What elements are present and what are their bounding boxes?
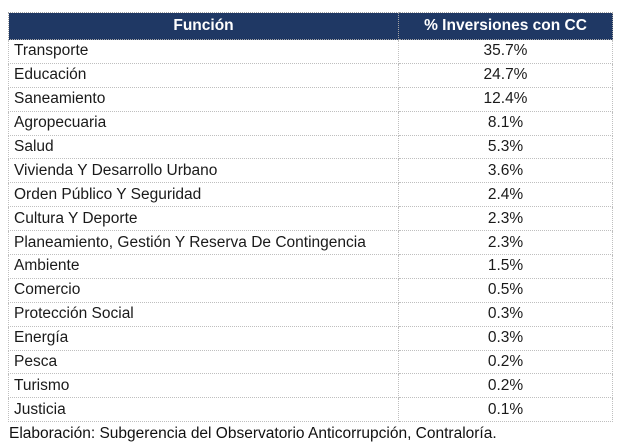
funcion-cell: Salud (8, 134, 399, 160)
pct-cell: 0.2% (398, 349, 613, 375)
table-row: Protección Social 0.3% (8, 301, 613, 327)
funcion-cell: Planeamiento, Gestión Y Reserva De Conti… (8, 230, 399, 256)
funcion-cell: Protección Social (8, 301, 399, 327)
pct-cell: 8.1% (398, 110, 613, 136)
funcion-cell: Turismo (8, 373, 399, 399)
pct-cell: 3.6% (398, 158, 613, 184)
pct-cell: 24.7% (398, 62, 613, 88)
funcion-cell: Energía (8, 325, 399, 351)
pct-cell: 5.3% (398, 134, 613, 160)
column-header-funcion: Función (8, 12, 399, 40)
funcion-cell: Vivienda Y Desarrollo Urbano (8, 158, 399, 184)
table-row: Transporte 35.7% (8, 39, 613, 64)
table-row: Educación 24.7% (8, 62, 613, 88)
column-header-pct-inversiones: % Inversiones con CC (398, 12, 613, 40)
funcion-cell: Comercio (8, 277, 399, 303)
table-row: Energía 0.3% (8, 325, 613, 351)
pct-cell: 0.2% (398, 373, 613, 399)
pct-cell: 0.5% (398, 277, 613, 303)
funcion-cell: Saneamiento (8, 86, 399, 112)
pct-cell: 0.3% (398, 301, 613, 327)
table-row: Comercio 0.5% (8, 277, 613, 303)
funcion-cell: Pesca (8, 349, 399, 375)
table-row: Ambiente 1.5% (8, 254, 613, 279)
pct-cell: 2.4% (398, 182, 613, 208)
pct-cell: 0.3% (398, 325, 613, 351)
pct-cell: 1.5% (398, 254, 613, 279)
table-row: Agropecuaria 8.1% (8, 110, 613, 136)
table-row: Pesca 0.2% (8, 349, 613, 375)
pct-cell: 2.3% (398, 206, 613, 232)
funcion-cell: Transporte (8, 39, 399, 64)
source-attribution: Elaboración: Subgerencia del Observatori… (9, 425, 497, 443)
pct-cell: 12.4% (398, 86, 613, 112)
table-row: Orden Público Y Seguridad 2.4% (8, 182, 613, 208)
table-row: Cultura Y Deporte 2.3% (8, 206, 613, 232)
funcion-cell: Justicia (8, 397, 399, 423)
table-row: Vivienda Y Desarrollo Urbano 3.6% (8, 158, 613, 184)
table-row: Saneamiento 12.4% (8, 86, 613, 112)
table-row: Justicia 0.1% (8, 397, 613, 423)
inversiones-por-funcion-table: Función % Inversiones con CC Transporte … (8, 12, 613, 423)
pct-cell: 0.1% (398, 397, 613, 423)
pct-cell: 35.7% (398, 39, 613, 64)
table-row: Turismo 0.2% (8, 373, 613, 399)
pct-cell: 2.3% (398, 230, 613, 256)
table-body: Transporte 35.7% Educación 24.7% Saneami… (8, 39, 613, 423)
table-header: Función % Inversiones con CC (8, 12, 613, 40)
funcion-cell: Educación (8, 62, 399, 88)
table-row: Planeamiento, Gestión Y Reserva De Conti… (8, 230, 613, 256)
header-row: Función % Inversiones con CC (8, 12, 613, 40)
funcion-cell: Ambiente (8, 254, 399, 279)
table-row: Salud 5.3% (8, 134, 613, 160)
funcion-cell: Agropecuaria (8, 110, 399, 136)
funcion-cell: Cultura Y Deporte (8, 206, 399, 232)
funcion-cell: Orden Público Y Seguridad (8, 182, 399, 208)
